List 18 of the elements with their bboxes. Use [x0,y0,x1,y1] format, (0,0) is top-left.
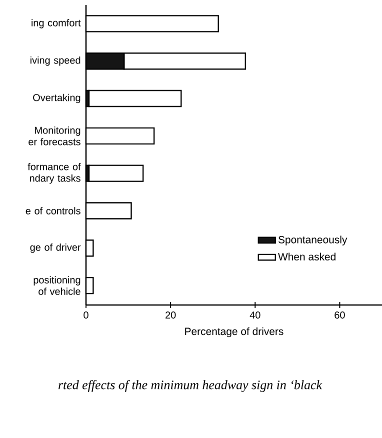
bar [88,90,182,108]
y-tick-label: iving speed [30,56,80,66]
x-tick-label: 20 [166,312,176,319]
bar [88,164,144,182]
legend-label: When asked [278,252,336,260]
y-tick-label: ge of driver [30,244,81,253]
y-tick-label: ing comfort [32,19,81,28]
x-axis-title: Percentage of drivers [185,327,284,338]
y-tick-label: Overtaking [33,94,80,104]
y-tick-label: e of controls [26,207,80,214]
y-tick-label: Monitoring er forecasts [28,126,80,146]
x-tick-label: 0 [84,312,88,319]
legend-label: Spontaneously [278,236,348,246]
x-tick-label: 40 [250,312,260,319]
y-tick-label: positioning of vehicle [34,276,80,295]
y-tick-label: formance of ndary tasks [28,162,81,184]
x-tick-label: 60 [334,312,345,319]
text: rted effects of the minimum headway sign in ‘black [58,380,322,392]
